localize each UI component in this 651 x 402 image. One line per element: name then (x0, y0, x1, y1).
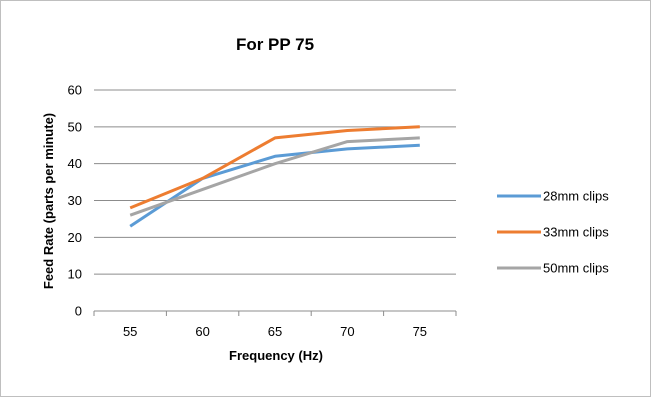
y-tick-label: 20 (68, 230, 82, 245)
series-line-3 (129, 136, 420, 217)
x-tick-label: 65 (268, 324, 282, 339)
series-line-2 (129, 125, 420, 210)
series-lines (129, 125, 420, 228)
gridlines (94, 89, 456, 275)
x-tick-label: 70 (340, 324, 354, 339)
legend-label: 33mm clips (543, 225, 609, 240)
y-tick-label: 50 (68, 119, 82, 134)
legend: 28mm clips 33mm clips 50mm clips (497, 189, 609, 276)
y-tick-label: 10 (68, 267, 82, 282)
y-axis-title: Feed Rate (parts per minute) (41, 113, 56, 289)
x-tick-label: 75 (413, 324, 427, 339)
legend-label: 50mm clips (543, 261, 609, 276)
axes: 0 10 20 30 40 50 60 55 60 65 70 75 (68, 83, 457, 339)
x-tick-label: 60 (195, 324, 209, 339)
x-tick-label: 55 (123, 324, 137, 339)
y-tick-label: 60 (68, 83, 82, 98)
x-axis-title: Frequency (Hz) (229, 348, 323, 363)
series-line-1 (129, 143, 420, 228)
y-tick-label: 30 (68, 193, 82, 208)
legend-label: 28mm clips (543, 189, 609, 204)
y-tick-label: 40 (68, 156, 82, 171)
y-tick-label: 0 (75, 304, 82, 319)
chart-title: For PP 75 (236, 35, 314, 54)
